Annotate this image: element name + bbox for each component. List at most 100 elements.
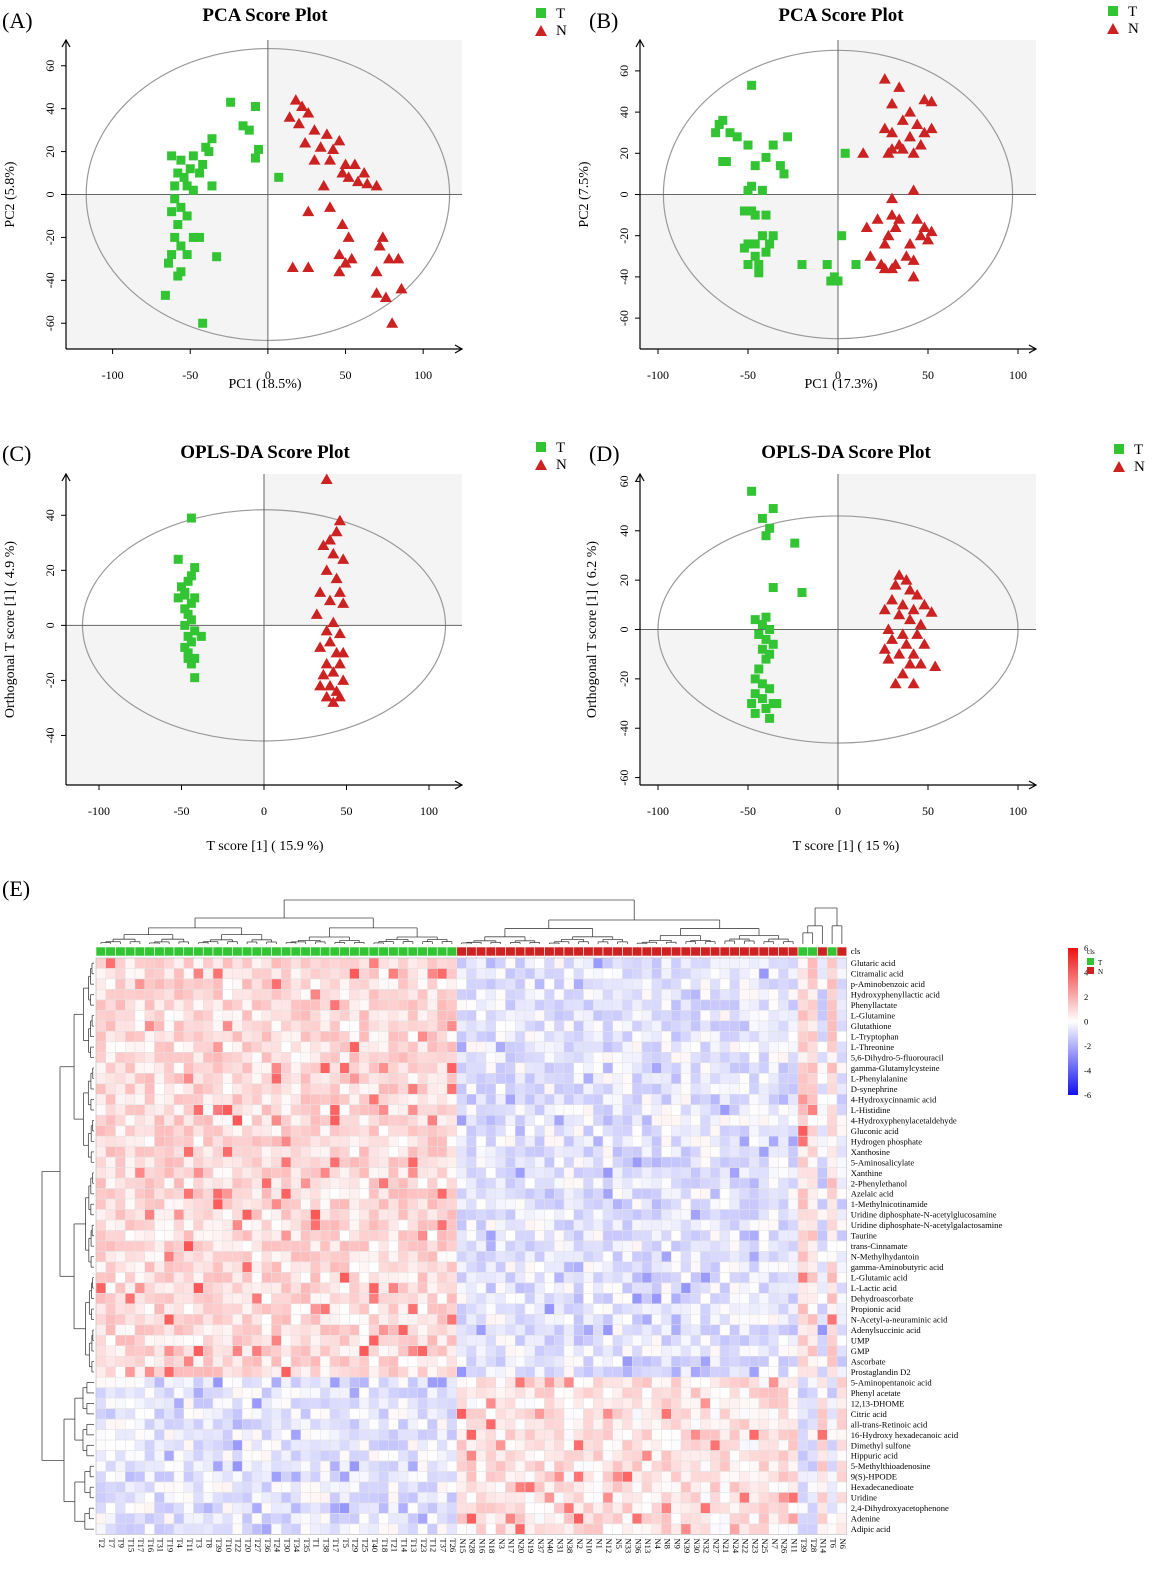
heatmap-cell	[573, 957, 584, 969]
heatmap-cell	[251, 1251, 262, 1263]
heatmap-cell	[446, 1052, 457, 1064]
heatmap-cell	[183, 1523, 194, 1535]
heatmap-cell	[651, 1345, 662, 1357]
heatmap-cell	[622, 1397, 633, 1409]
heatmap-cell	[271, 1062, 282, 1074]
heatmap-cell	[710, 1345, 721, 1357]
x-tick-label: -50	[174, 804, 190, 818]
point-N	[907, 677, 920, 689]
heatmap-cell	[739, 1282, 750, 1294]
heatmap-cell	[534, 1062, 545, 1074]
heatmap-cell	[573, 1240, 584, 1252]
heatmap-cell	[271, 1093, 282, 1105]
point-T	[183, 653, 193, 663]
heatmap-cell	[203, 1366, 214, 1378]
heatmap-cell	[563, 1523, 574, 1535]
heatmap-cell	[495, 1031, 506, 1043]
heatmap-cell	[466, 1135, 477, 1147]
row-label: gamma-Glutamylcysteine	[851, 1063, 940, 1073]
heatmap-cell	[300, 1492, 311, 1504]
heatmap-cell	[719, 1240, 730, 1252]
point-N	[914, 618, 927, 630]
heatmap-cell	[583, 1324, 594, 1336]
point-T	[250, 102, 260, 112]
heatmap-cell	[505, 1324, 516, 1336]
heatmap-cell	[817, 1104, 828, 1116]
annotation-N	[475, 946, 487, 957]
heatmap-cell	[359, 1041, 370, 1053]
row-label: gamma-Aminobutyric acid	[851, 1262, 945, 1272]
heatmap-cell	[437, 1282, 448, 1294]
heatmap-border	[95, 957, 848, 1535]
heatmap-cell	[563, 1502, 574, 1514]
heatmap-cell	[212, 1261, 223, 1273]
heatmap-cell	[544, 1293, 555, 1305]
heatmap-cell	[359, 1439, 370, 1451]
heatmap-cell	[300, 1481, 311, 1493]
heatmap-cell	[466, 1282, 477, 1294]
point-N	[342, 171, 355, 182]
heatmap-cell	[329, 1041, 340, 1053]
heatmap-cell	[154, 1272, 165, 1284]
point-T	[163, 258, 173, 268]
heatmap-cell	[632, 1450, 643, 1462]
heatmap-cell	[593, 1314, 604, 1326]
heatmap-cell	[807, 1073, 818, 1085]
heatmap-cell	[134, 1125, 145, 1137]
heatmap-cell	[125, 1041, 136, 1053]
heatmap-cell	[446, 1272, 457, 1284]
heatmap-cell	[729, 1167, 740, 1179]
heatmap-cell	[183, 1156, 194, 1168]
heatmap-cell	[339, 1146, 350, 1158]
point-N	[386, 317, 399, 328]
heatmap-cell	[690, 1460, 701, 1472]
heatmap-cell	[183, 1240, 194, 1252]
heatmap-cell	[349, 1010, 360, 1022]
heatmap-cell	[203, 1093, 214, 1105]
heatmap-cell	[515, 1198, 526, 1210]
heatmap-cell	[290, 1167, 301, 1179]
heatmap-cell	[339, 1198, 350, 1210]
heatmap-cell	[651, 1230, 662, 1242]
heatmap-cell	[515, 1188, 526, 1200]
heatmap-cell	[320, 1366, 331, 1378]
row-label: Uridine	[851, 1493, 877, 1503]
heatmap-cell	[817, 1513, 828, 1525]
legend: TN	[1107, 4, 1139, 37]
heatmap-cell	[515, 999, 526, 1011]
heatmap-cell	[427, 1261, 438, 1273]
point-N	[314, 679, 327, 691]
heatmap-cell	[632, 968, 643, 980]
heatmap-cell	[719, 1523, 730, 1535]
point-N	[324, 679, 336, 691]
heatmap-cell	[144, 1397, 155, 1409]
heatmap-cell	[710, 1135, 721, 1147]
heatmap-cell	[251, 1439, 262, 1451]
point-N	[886, 593, 898, 605]
point-N	[327, 547, 340, 559]
heatmap-cell	[622, 1031, 633, 1043]
heatmap-cell	[203, 1502, 214, 1514]
heatmap-cell	[105, 1209, 116, 1221]
heatmap-cell	[144, 1083, 155, 1095]
heatmap-cell	[661, 1513, 672, 1525]
heatmap-cell	[261, 1146, 272, 1158]
heatmap-cell	[554, 1397, 565, 1409]
heatmap-cell	[768, 1146, 779, 1158]
heatmap-cell	[417, 1251, 428, 1263]
heatmap-cell	[310, 1156, 321, 1168]
heatmap-cell	[602, 1251, 613, 1263]
heatmap-cell	[505, 1230, 516, 1242]
point-N	[882, 653, 895, 664]
heatmap-cell	[612, 1408, 623, 1420]
heatmap-cell	[164, 1104, 175, 1116]
heatmap-cell	[534, 1230, 545, 1242]
heatmap-cell	[144, 1073, 155, 1085]
heatmap-cell	[261, 1261, 272, 1273]
point-T	[190, 563, 200, 573]
heatmap-cell	[105, 1146, 116, 1158]
heatmap-cell	[485, 1272, 496, 1284]
heatmap-cell	[515, 978, 526, 990]
heatmap-cell	[749, 1439, 760, 1451]
row-label: Adenylsuccinic acid	[851, 1325, 922, 1335]
